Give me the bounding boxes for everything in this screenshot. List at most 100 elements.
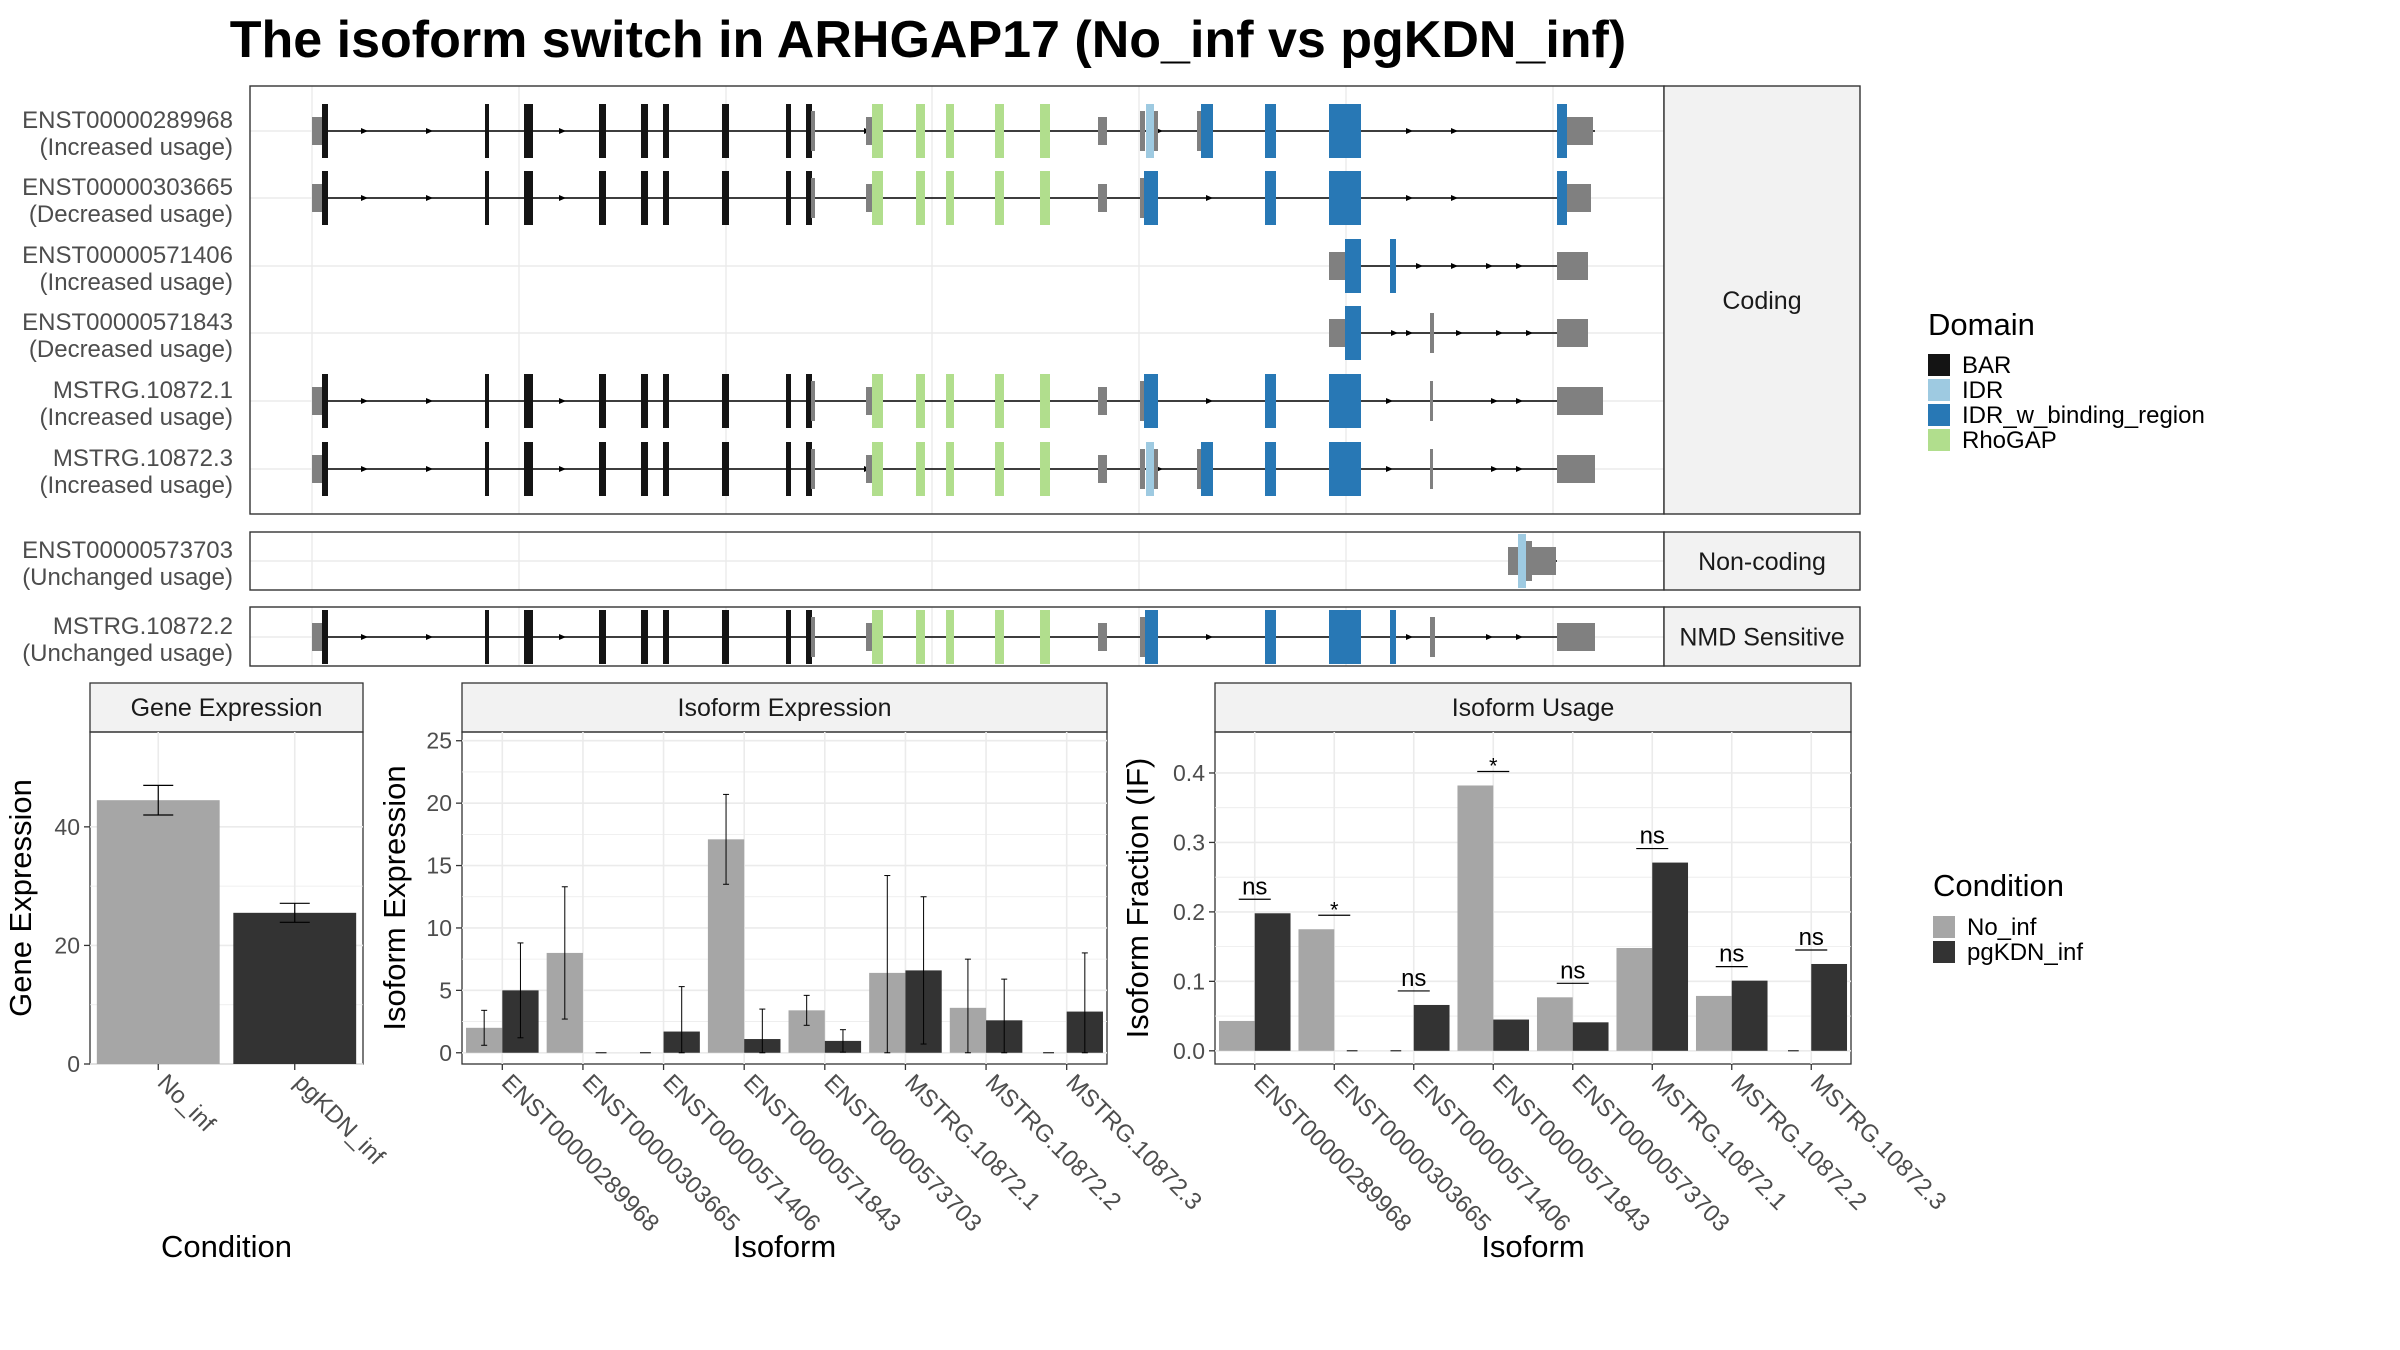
isoform-expression-y-axis-title: Isoform Expression bbox=[377, 765, 412, 1030]
figure-title: The isoform switch in ARHGAP17 (No_inf v… bbox=[230, 11, 1626, 69]
exon-bar bbox=[722, 104, 729, 158]
transcript-track bbox=[1329, 306, 1588, 360]
exon-bar bbox=[641, 442, 648, 496]
exon-idr bbox=[1146, 442, 1154, 496]
bar-no-inf bbox=[1218, 1020, 1255, 1051]
exon-rhogap bbox=[872, 171, 883, 225]
isoform-expression-strip bbox=[461, 682, 1108, 733]
x-tick-label: MSTRG.10872.3 bbox=[1805, 1069, 1951, 1215]
transcript-id-label: MSTRG.10872.2 bbox=[53, 613, 233, 640]
domain-legend-label: IDR_w_binding_region bbox=[1962, 402, 2205, 429]
exon-idr-w-binding-region bbox=[1265, 104, 1276, 158]
exon-idr-w-binding-region bbox=[1345, 239, 1361, 293]
exon-rhogap bbox=[995, 104, 1004, 158]
x-tick-label: ENST00000303665 bbox=[577, 1069, 745, 1237]
transcript-usage-label: (Increased usage) bbox=[40, 404, 233, 431]
exon-idr-w-binding-region bbox=[1557, 171, 1567, 225]
transcript-track bbox=[312, 171, 1591, 225]
isoform-expression-x-axis-title: Isoform bbox=[733, 1229, 836, 1264]
bar-pgkdn-inf bbox=[1254, 913, 1291, 1051]
exon-bar bbox=[641, 104, 648, 158]
exon-bar bbox=[322, 442, 328, 496]
isoform-usage-chart: Isoform Usage 0.0 0.1 0.2 0.3 0.4 ns * ns * ns ns n… bbox=[1120, 682, 1951, 1264]
exon-nodomain bbox=[1098, 184, 1107, 212]
exon-bar bbox=[806, 104, 812, 158]
exon-idr-w-binding-region bbox=[1265, 442, 1276, 496]
domain-legend-swatch bbox=[1928, 404, 1950, 426]
exon-rhogap bbox=[995, 610, 1004, 664]
strand-arrow bbox=[1451, 263, 1458, 269]
y-tick-label: 0.1 bbox=[1173, 968, 1205, 994]
exon-nodomain bbox=[1140, 381, 1144, 421]
x-tick-label: MSTRG.10872.2 bbox=[1726, 1069, 1872, 1215]
y-tick-label: 10 bbox=[426, 915, 452, 941]
domain-legend-swatch bbox=[1928, 379, 1950, 401]
exon-idr-w-binding-region bbox=[1390, 610, 1396, 664]
exon-nodomain bbox=[1557, 319, 1588, 347]
condition-legend-swatch bbox=[1933, 941, 1955, 963]
transcript-panel-label: Non-coding bbox=[1698, 548, 1826, 576]
transcript-usage-label: (Decreased usage) bbox=[29, 336, 233, 363]
strand-arrow bbox=[1516, 263, 1523, 269]
gene-expression-strip-title: Gene Expression bbox=[131, 694, 323, 722]
exon-nodomain bbox=[866, 117, 873, 145]
domain-legend-label: IDR bbox=[1962, 377, 2003, 404]
transcript-track bbox=[312, 442, 1595, 496]
exon-rhogap bbox=[946, 104, 954, 158]
exon-bar bbox=[786, 374, 791, 428]
gene-expression-x-axis-title: Condition bbox=[161, 1229, 292, 1264]
transcript-id-label: ENST00000289968 bbox=[22, 107, 233, 134]
significance-label: ns bbox=[1560, 957, 1585, 984]
strand-arrow bbox=[1406, 195, 1413, 201]
exon-bar bbox=[524, 442, 533, 496]
exon-rhogap bbox=[1040, 104, 1050, 158]
exon-rhogap bbox=[916, 374, 925, 428]
strand-arrow bbox=[1206, 195, 1213, 201]
exon-rhogap bbox=[995, 442, 1004, 496]
strand-arrow bbox=[1451, 195, 1458, 201]
transcript-panel-strip bbox=[1663, 85, 1861, 515]
y-tick-label: 0.2 bbox=[1173, 899, 1205, 925]
transcript-panel-strip bbox=[1663, 531, 1861, 591]
significance-label: ns bbox=[1242, 873, 1267, 900]
strand-arrow bbox=[1406, 634, 1413, 640]
bar-no-inf bbox=[1536, 997, 1573, 1051]
exon-idr-w-binding-region bbox=[1144, 374, 1158, 428]
bar-pgkdn-inf bbox=[1731, 980, 1768, 1051]
bar-no-inf bbox=[1457, 785, 1494, 1051]
exon-bar bbox=[322, 374, 328, 428]
exon-rhogap bbox=[872, 374, 883, 428]
transcript-id-label: ENST00000303665 bbox=[22, 174, 233, 201]
domain-legend-title: Domain bbox=[1928, 307, 2035, 342]
exon-nodomain bbox=[811, 449, 815, 489]
isoform-usage-strip bbox=[1214, 682, 1852, 733]
exon-idr-w-binding-region bbox=[1390, 239, 1396, 293]
exon-bar bbox=[485, 442, 489, 496]
condition-legend-swatch bbox=[1933, 916, 1955, 938]
exon-rhogap bbox=[1040, 171, 1050, 225]
gene-expression-y-axis-title: Gene Expression bbox=[3, 779, 38, 1017]
strand-arrow bbox=[1496, 330, 1503, 336]
strand-arrow bbox=[426, 195, 433, 201]
exon-nodomain bbox=[866, 455, 873, 483]
transcript-track bbox=[1508, 534, 1557, 588]
exon-bar bbox=[722, 610, 729, 664]
exon-bar bbox=[599, 442, 606, 496]
exon-bar bbox=[806, 610, 812, 664]
exon-nodomain bbox=[1508, 547, 1518, 575]
strand-arrow bbox=[1486, 634, 1493, 640]
y-tick-label: 0.4 bbox=[1173, 760, 1205, 786]
strand-arrow bbox=[1386, 466, 1393, 472]
strand-arrow bbox=[1486, 263, 1493, 269]
isoform-usage-x-axis-title: Isoform bbox=[1481, 1229, 1584, 1264]
exon-nodomain bbox=[1567, 184, 1591, 212]
exon-nodomain bbox=[1557, 623, 1595, 651]
x-tick-label: MSTRG.10872.1 bbox=[1646, 1069, 1792, 1215]
strand-arrow bbox=[1391, 330, 1398, 336]
x-tick-label: No_inf bbox=[152, 1069, 220, 1137]
strand-arrow bbox=[1516, 634, 1523, 640]
condition-legend-label: No_inf bbox=[1967, 914, 2037, 941]
exon-nodomain bbox=[866, 387, 873, 415]
exon-nodomain bbox=[1154, 111, 1158, 151]
